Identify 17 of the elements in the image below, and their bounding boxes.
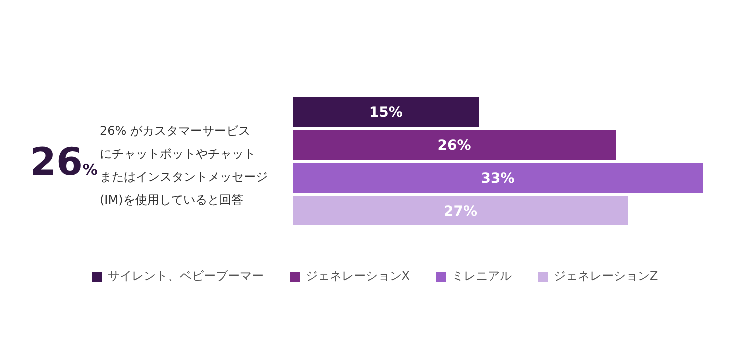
text: (IM)を使用していると回答 bbox=[100, 192, 244, 209]
bar bbox=[293, 97, 480, 127]
text: 26% bbox=[30, 140, 98, 184]
data-label: 33% bbox=[481, 170, 515, 187]
bar bbox=[293, 130, 616, 160]
bar bbox=[293, 163, 703, 193]
data-label: 15% bbox=[369, 104, 403, 121]
text: またはインスタントメッセージ bbox=[100, 169, 269, 186]
legend-label: ジェネレーションZ bbox=[554, 268, 658, 285]
legend-label: サイレント、ベビーブーマー bbox=[108, 268, 264, 285]
legend-label: ジェネレーションX bbox=[306, 268, 410, 285]
legend-label: ミレニアル bbox=[452, 268, 512, 285]
data-label: 27% bbox=[444, 204, 478, 220]
text: にチャットボットやチャット bbox=[100, 146, 257, 163]
data-label: 26% bbox=[438, 138, 472, 154]
text: 26% がカスタマーサービス bbox=[100, 123, 252, 140]
bar bbox=[293, 196, 628, 225]
